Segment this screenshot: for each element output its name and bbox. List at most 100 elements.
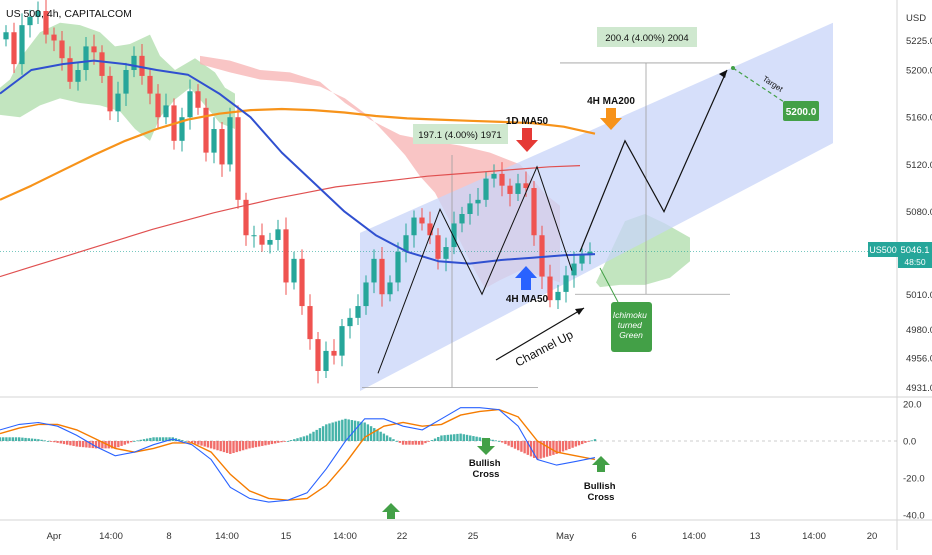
- macd-axis[interactable]: 20.0 0.0 -20.0 -40.0: [903, 400, 925, 522]
- macd-hist-bar: [472, 436, 475, 441]
- macd-main-line: [0, 407, 596, 503]
- candle-body: [107, 75, 113, 112]
- macd-hist-bar: [43, 440, 46, 442]
- macd-hist-bar: [37, 439, 40, 441]
- ma-line-0: [0, 165, 581, 278]
- macd-hist-bar: [133, 441, 136, 442]
- macd-hist-bar: [440, 435, 443, 441]
- macd-hist-bar: [389, 437, 392, 441]
- macd-hist-bar: [494, 440, 498, 442]
- candle-body: [451, 223, 457, 248]
- bullish-cross-1-line-2: Cross: [473, 469, 500, 480]
- candle-body: [35, 10, 41, 17]
- candle-body: [211, 129, 217, 153]
- candle-body: [379, 258, 385, 295]
- macd-tick-label: 20.0: [903, 400, 922, 411]
- candle-body: [403, 235, 409, 252]
- macd-hist-bar: [33, 438, 37, 441]
- bullish-cross-2-line-1: Bullish: [584, 481, 616, 492]
- macd-hist-bar: [299, 437, 302, 441]
- macd-hist-bar: [459, 433, 462, 441]
- price-badge: [898, 242, 932, 268]
- macd-hist-bar: [443, 435, 446, 441]
- time-tick-label: May: [556, 531, 574, 542]
- candle-body: [395, 251, 401, 283]
- macd-hist-bar: [229, 441, 232, 454]
- candle-body: [83, 46, 89, 71]
- macd-hist-bar: [177, 439, 181, 441]
- macd-hist-bar: [427, 441, 430, 442]
- candle-body: [491, 173, 497, 179]
- macd-hist-bar: [168, 437, 171, 441]
- time-axis[interactable]: Apr 14:00 8 14:00 15 14:00 22 25 May 6 14:00 13 14:0…: [47, 531, 878, 542]
- macd-hist-bar: [261, 441, 264, 446]
- macd-hist-bar: [542, 441, 546, 458]
- macd-hist-bar: [187, 441, 190, 442]
- macd-hist-bar: [113, 441, 117, 449]
- macd-hist-bar: [453, 434, 456, 441]
- ichimoku-pointer-line: [599, 267, 619, 303]
- bullish-cross-label-1: Bullish Cross: [469, 458, 503, 480]
- macd-hist-bar: [190, 441, 194, 443]
- candle-body: [51, 34, 57, 41]
- ichimoku-label-line-2: turned: [618, 320, 642, 330]
- price-tick-label: 5120.0: [906, 160, 932, 171]
- ma50-1d-label: 1D MA50: [506, 116, 549, 127]
- macd-hist-bar: [219, 441, 222, 452]
- time-tick-label: 14:00: [215, 531, 239, 542]
- macd-hist-bar: [56, 441, 59, 443]
- macd-hist-bar: [446, 434, 450, 441]
- macd-hist-bar: [552, 441, 555, 455]
- currency-label: USD: [906, 13, 926, 24]
- macd-hist-bar: [104, 441, 107, 449]
- macd-hist-bar: [296, 438, 299, 441]
- ma200-4h-arrow-icon: [600, 108, 622, 130]
- macd-hist-bar: [577, 441, 581, 446]
- macd-hist-bar: [225, 441, 229, 454]
- candle-body: [75, 70, 81, 82]
- macd-hist-bar: [392, 439, 395, 441]
- candle-body: [443, 247, 449, 259]
- macd-hist-bar: [533, 441, 536, 458]
- price-tick-label: 5225.0: [906, 36, 932, 47]
- macd-hist-bar: [593, 439, 597, 441]
- candle-body: [315, 339, 321, 371]
- candle-body: [123, 70, 129, 94]
- macd-hist-bar: [17, 437, 21, 441]
- macd-hist-bar: [309, 433, 312, 441]
- macd-hist-bar: [145, 438, 149, 441]
- macd-hist-bar: [81, 441, 85, 448]
- price-axis[interactable]: 5225.0 5200.0 5160.0 5120.0 5080.0 5010.0 4980…: [906, 36, 932, 394]
- macd-hist-bar: [526, 441, 530, 455]
- time-tick-label: 14:00: [99, 531, 123, 542]
- candle-body: [563, 275, 569, 292]
- macd-hist-bar: [302, 436, 306, 441]
- macd-hist-bar: [398, 441, 402, 443]
- macd-hist-bar: [46, 441, 50, 442]
- macd-hist-bar: [581, 441, 584, 445]
- macd-hist-bar: [149, 437, 152, 441]
- candle-body: [275, 229, 281, 240]
- candle-body: [323, 350, 329, 371]
- macd-hist-bar: [587, 441, 590, 442]
- macd-hist-bar: [203, 441, 206, 447]
- target-value-box: [783, 101, 819, 121]
- macd-hist-bar: [305, 435, 309, 441]
- macd-hist-bar: [222, 441, 226, 453]
- measure-right-label: 200.4 (4.00%) 2004: [605, 33, 688, 44]
- time-tick-label: 14:00: [802, 531, 826, 542]
- macd-hist-bar: [293, 439, 296, 441]
- candle-body: [499, 173, 505, 186]
- macd-hist-bar: [523, 441, 526, 454]
- target-line: [732, 67, 785, 103]
- candle-body: [235, 117, 241, 200]
- macd-hist-bar: [408, 441, 411, 445]
- macd-hist-bar: [590, 440, 594, 442]
- price-tick-label: 5010.0: [906, 290, 932, 301]
- candle-body: [331, 350, 337, 356]
- candle-body: [531, 188, 537, 236]
- candle-body: [507, 185, 513, 194]
- macd-hist-bar: [280, 441, 283, 443]
